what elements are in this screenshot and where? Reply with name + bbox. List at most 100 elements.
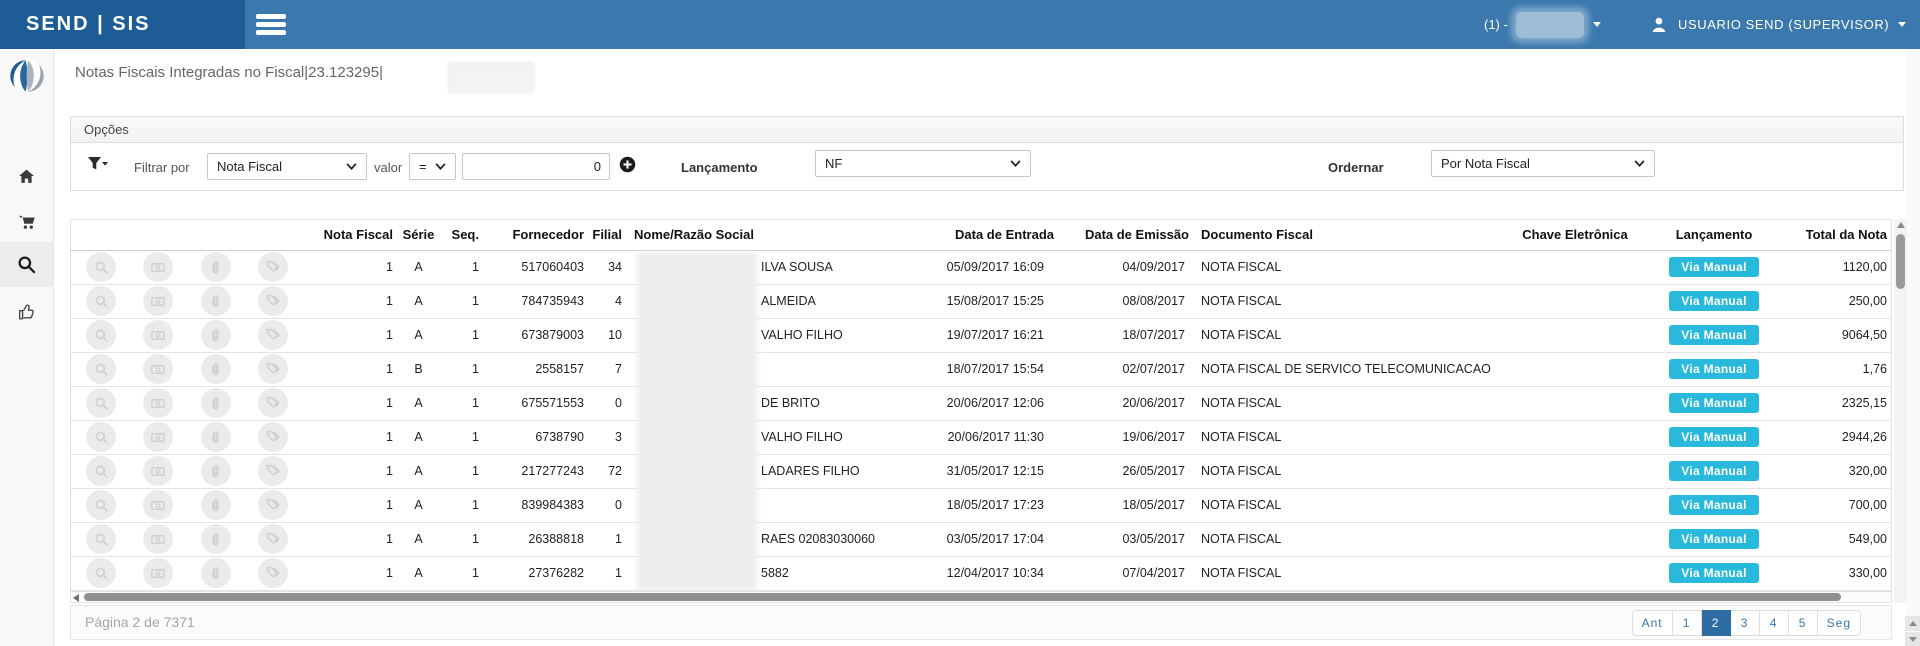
row-tag-button[interactable] <box>258 354 289 384</box>
row-attachment-button[interactable] <box>200 320 231 350</box>
scroll-down-button[interactable] <box>1905 632 1920 646</box>
header-data-entrada[interactable]: Data de Entrada <box>946 220 1056 251</box>
page-button-5[interactable]: 5 <box>1788 610 1818 636</box>
row-attachment-button[interactable] <box>200 524 231 554</box>
row-view-button[interactable] <box>86 354 116 384</box>
row-view-button[interactable] <box>86 524 116 554</box>
row-tag-button[interactable] <box>258 524 289 554</box>
row-money-button[interactable] <box>143 286 174 316</box>
row-view-button[interactable] <box>86 456 116 486</box>
filter-funnel-icon[interactable] <box>87 156 109 181</box>
via-manual-button[interactable]: Via Manual <box>1669 427 1759 447</box>
row-attachment-button[interactable] <box>200 252 231 282</box>
row-view-button[interactable] <box>86 422 116 452</box>
via-manual-button[interactable]: Via Manual <box>1669 325 1759 345</box>
header-data-emissao[interactable]: Data de Emissão <box>1056 220 1191 251</box>
sidebar-item-home[interactable] <box>0 154 53 199</box>
page-button-2[interactable]: 2 <box>1701 610 1731 636</box>
row-money-button[interactable] <box>143 558 174 588</box>
header-nota-fiscal[interactable]: Nota Fiscal <box>301 220 396 251</box>
horizontal-scrollbar[interactable] <box>70 591 1892 603</box>
via-manual-button[interactable]: Via Manual <box>1669 563 1759 583</box>
row-money-button[interactable] <box>143 422 174 452</box>
row-tag-button[interactable] <box>258 286 289 316</box>
row-view-button[interactable] <box>86 558 116 588</box>
table-row: 1 A 1 675571553 0 DE BRITO 20/06/2017 12… <box>71 386 1891 421</box>
row-money-button[interactable] <box>143 354 174 384</box>
table-vertical-scrollbar[interactable] <box>1894 219 1907 603</box>
scroll-left-icon[interactable] <box>73 594 79 602</box>
row-tag-button[interactable] <box>258 388 289 418</box>
sidebar-item-approve[interactable] <box>0 289 53 334</box>
scroll-up-icon[interactable] <box>1896 222 1905 228</box>
menu-hamburger-icon[interactable] <box>256 14 286 36</box>
scroll-up-button[interactable] <box>1905 616 1920 631</box>
row-attachment-button[interactable] <box>200 388 231 418</box>
row-money-button[interactable] <box>143 524 174 554</box>
row-attachment-button[interactable] <box>200 286 231 316</box>
row-money-button[interactable] <box>143 490 174 520</box>
via-manual-button[interactable]: Via Manual <box>1669 359 1759 379</box>
row-tag-button[interactable] <box>258 252 289 282</box>
row-tag-button[interactable] <box>258 490 289 520</box>
home-icon <box>19 169 34 183</box>
company-selector[interactable]: (1) - <box>1484 0 1601 49</box>
user-menu[interactable]: USUARIO SEND (SUPERVISOR) <box>1650 0 1907 49</box>
via-manual-button[interactable]: Via Manual <box>1669 461 1759 481</box>
filter-value-input[interactable] <box>462 153 610 180</box>
via-manual-button[interactable]: Via Manual <box>1669 529 1759 549</box>
row-view-button[interactable] <box>86 388 116 418</box>
header-lancamento[interactable]: Lançamento <box>1649 220 1779 251</box>
row-view-button[interactable] <box>86 320 116 350</box>
scroll-down-icon <box>1908 637 1917 642</box>
filter-field-select[interactable]: Nota Fiscal <box>207 153 367 180</box>
lancamento-select[interactable]: NF <box>815 150 1031 177</box>
header-documento-fiscal[interactable]: Documento Fiscal <box>1191 220 1501 251</box>
row-tag-button[interactable] <box>258 456 289 486</box>
vertical-scrollbar-thumb[interactable] <box>1896 234 1905 289</box>
page-button-3[interactable]: 3 <box>1730 610 1760 636</box>
title-redacted-box <box>448 62 534 93</box>
row-money-button[interactable] <box>143 456 174 486</box>
row-money-button[interactable] <box>143 320 174 350</box>
row-view-button[interactable] <box>86 252 116 282</box>
page-button-1[interactable]: 1 <box>1672 610 1702 636</box>
cell-total-da-nota: 9064,50 <box>1779 318 1891 353</box>
horizontal-scrollbar-thumb[interactable] <box>84 593 1841 601</box>
cell-data-entrada: 15/08/2017 15:25 <box>946 284 1056 319</box>
row-actions <box>71 318 301 353</box>
operator-select[interactable]: = <box>409 153 456 180</box>
header-filial[interactable]: Filial <box>587 220 626 251</box>
row-attachment-button[interactable] <box>200 456 231 486</box>
row-view-button[interactable] <box>86 286 116 316</box>
header-nome-razao-social[interactable]: Nome/Razão Social <box>626 220 946 251</box>
sidebar-item-search[interactable] <box>0 242 53 287</box>
row-tag-button[interactable] <box>258 422 289 452</box>
page-button-seg[interactable]: Seg <box>1817 610 1861 636</box>
via-manual-button[interactable]: Via Manual <box>1669 291 1759 311</box>
table-header-row: Nota Fiscal Série Seq. Fornecedor Filial… <box>71 220 1891 251</box>
sidebar-item-cart[interactable] <box>0 199 53 244</box>
page-button-ant[interactable]: Ant <box>1631 610 1673 636</box>
header-serie[interactable]: Série <box>396 220 441 251</box>
ordernar-select[interactable]: Por Nota Fiscal <box>1431 150 1655 177</box>
via-manual-button[interactable]: Via Manual <box>1669 257 1759 277</box>
row-money-button[interactable] <box>143 388 174 418</box>
header-fornecedor[interactable]: Fornecedor <box>481 220 587 251</box>
page-scrollbar-track[interactable] <box>1907 49 1920 646</box>
row-attachment-button[interactable] <box>200 422 231 452</box>
row-attachment-button[interactable] <box>200 490 231 520</box>
row-attachment-button[interactable] <box>200 558 231 588</box>
row-tag-button[interactable] <box>258 320 289 350</box>
via-manual-button[interactable]: Via Manual <box>1669 393 1759 413</box>
header-seq[interactable]: Seq. <box>441 220 481 251</box>
page-button-4[interactable]: 4 <box>1759 610 1789 636</box>
header-total-da-nota[interactable]: Total da Nota <box>1779 220 1891 251</box>
row-attachment-button[interactable] <box>200 354 231 384</box>
row-tag-button[interactable] <box>258 558 289 588</box>
row-money-button[interactable] <box>143 252 174 282</box>
add-filter-button[interactable] <box>619 156 636 178</box>
row-view-button[interactable] <box>86 490 116 520</box>
via-manual-button[interactable]: Via Manual <box>1669 495 1759 515</box>
header-chave-eletronica[interactable]: Chave Eletrônica <box>1501 220 1649 251</box>
